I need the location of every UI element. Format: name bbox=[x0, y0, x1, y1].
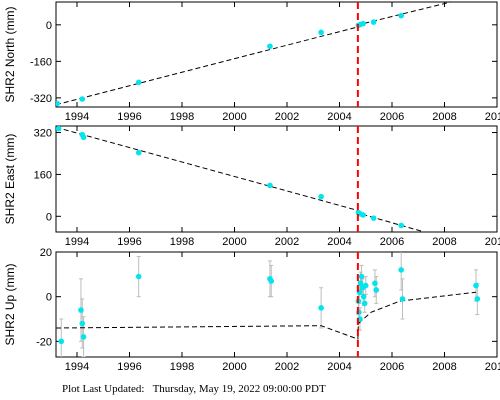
x-tick-label: 2000 bbox=[222, 111, 246, 123]
data-point bbox=[58, 338, 65, 345]
x-tick-label: 2006 bbox=[380, 361, 404, 373]
data-point bbox=[473, 282, 479, 289]
model-fit-line bbox=[56, 126, 427, 232]
data-point bbox=[318, 29, 324, 36]
x-tick-label: 2008 bbox=[432, 111, 456, 123]
x-tick-label: 1996 bbox=[117, 236, 141, 248]
data-point bbox=[358, 273, 365, 280]
x-tick-label: 2004 bbox=[327, 361, 351, 373]
plot-frame bbox=[55, 251, 498, 358]
x-tick-label: 2004 bbox=[327, 236, 351, 248]
y-tick-label: 20 bbox=[40, 247, 52, 259]
x-tick-label: 2006 bbox=[380, 111, 404, 123]
x-tick-label: 1994 bbox=[65, 236, 89, 248]
data-point bbox=[56, 126, 62, 132]
east-panel: 1994 1996 1998 2000 2002 2004 2006 2008 2010 0 160… bbox=[3, 125, 500, 249]
x-tick-label: 1998 bbox=[170, 361, 194, 373]
x-tick-label: 2010 bbox=[485, 111, 500, 123]
data-point bbox=[398, 267, 404, 273]
x-tick-label: 1994 bbox=[65, 361, 89, 373]
plot-area bbox=[56, 126, 479, 249]
x-tick-label: 1994 bbox=[65, 111, 89, 123]
y-tick-label: -320 bbox=[30, 93, 52, 105]
x-tick-label: 1996 bbox=[117, 361, 141, 373]
data-point bbox=[361, 300, 368, 307]
data-point bbox=[399, 296, 406, 302]
x-tick-label: 1998 bbox=[170, 111, 194, 123]
y-tick-label: -160 bbox=[30, 56, 52, 68]
data-point bbox=[357, 280, 364, 287]
footer-label: Plot Last Updated: bbox=[62, 383, 145, 395]
y-tick-label: 0 bbox=[46, 292, 52, 304]
x-tick-label: 2000 bbox=[222, 361, 246, 373]
y-tick-label: -20 bbox=[36, 336, 52, 348]
plot-area bbox=[56, 252, 481, 357]
footer: Plot Last Updated: Thursday, May 19, 202… bbox=[62, 383, 326, 395]
x-tick-label: 2004 bbox=[327, 111, 351, 123]
data-point bbox=[56, 100, 61, 107]
x-tick-label: 2008 bbox=[432, 361, 456, 373]
data-point bbox=[78, 307, 84, 313]
data-point bbox=[473, 243, 479, 249]
x-tick-label: 2010 bbox=[485, 236, 500, 248]
data-point bbox=[318, 305, 324, 311]
data-point bbox=[360, 20, 366, 27]
plot-frame bbox=[55, 1, 498, 108]
y-axis-label: SHR2 North (mm) bbox=[3, 6, 17, 102]
data-point bbox=[362, 282, 369, 289]
y-tick-label: 320 bbox=[34, 128, 52, 140]
x-tick-label: 2008 bbox=[432, 236, 456, 248]
data-point bbox=[135, 273, 142, 280]
x-tick-label: 2000 bbox=[222, 236, 246, 248]
data-point bbox=[360, 212, 366, 218]
data-point bbox=[474, 296, 481, 302]
data-point bbox=[267, 182, 273, 189]
data-point bbox=[267, 43, 273, 50]
data-point bbox=[79, 96, 86, 102]
data-point bbox=[398, 222, 404, 229]
data-point bbox=[360, 293, 367, 300]
data-point bbox=[80, 334, 87, 340]
y-axis-label: SHR2 East (mm) bbox=[3, 134, 17, 225]
x-tick-label: 1996 bbox=[117, 111, 141, 123]
x-tick-label: 2010 bbox=[485, 361, 500, 373]
x-tick-label: 1998 bbox=[170, 236, 194, 248]
data-point bbox=[373, 287, 380, 293]
x-tick-label: 2002 bbox=[275, 236, 299, 248]
up-panel: 1994 1996 1998 2000 2002 2004 2006 2008 2010 -20 0… bbox=[3, 247, 500, 373]
model-fit-line bbox=[56, 2, 453, 106]
y-tick-label: 160 bbox=[34, 169, 52, 181]
data-point bbox=[135, 79, 142, 86]
plot-area bbox=[56, 2, 453, 107]
model-fit-line bbox=[56, 291, 477, 340]
x-tick-label: 2002 bbox=[275, 361, 299, 373]
data-point bbox=[398, 12, 404, 19]
data-point bbox=[372, 280, 378, 287]
data-point bbox=[318, 193, 324, 200]
y-axis-label: SHR2 Up (mm) bbox=[3, 263, 17, 345]
data-point bbox=[268, 278, 275, 284]
data-point bbox=[370, 19, 377, 25]
y-tick-label: 0 bbox=[46, 20, 52, 32]
data-point bbox=[135, 149, 142, 156]
data-point bbox=[79, 320, 86, 327]
data-point bbox=[80, 134, 87, 141]
north-panel: 1994 1996 1998 2000 2002 2004 2006 2008 2010 -320… bbox=[3, 1, 500, 123]
footer-timestamp: Thursday, May 19, 2022 09:00:00 PDT bbox=[152, 383, 326, 395]
x-tick-label: 2006 bbox=[380, 236, 404, 248]
data-point bbox=[370, 215, 377, 221]
x-tick-label: 2002 bbox=[275, 111, 299, 123]
plot-frame bbox=[55, 125, 498, 233]
y-tick-label: 0 bbox=[46, 211, 52, 223]
